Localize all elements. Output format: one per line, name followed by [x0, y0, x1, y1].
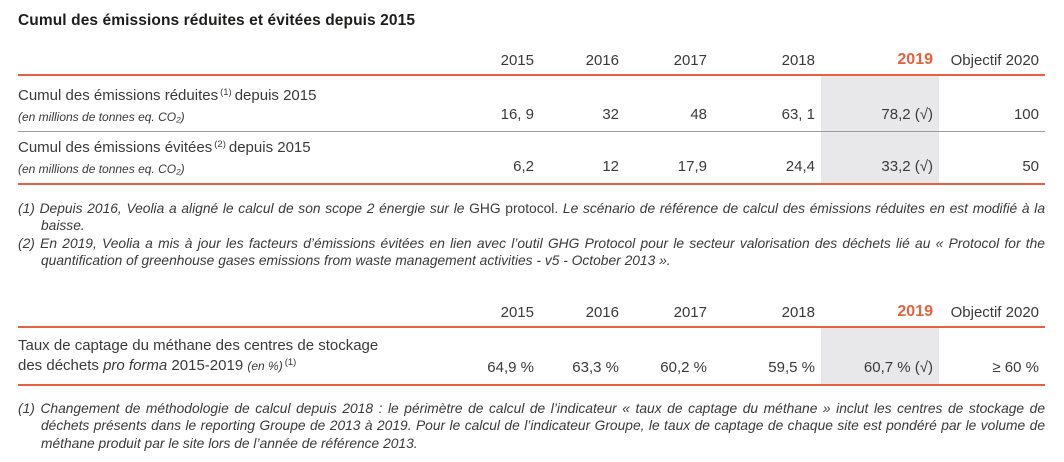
column-header-2016: 2016: [585, 303, 619, 321]
cell-value-2016: 12: [540, 130, 625, 184]
cell-value-2018: 59,5 %: [768, 358, 815, 376]
footnote-methane-1: (1) Changement de méthodologie de calcul…: [18, 400, 1045, 452]
cell-value-2019: 60,7 % (√): [821, 326, 939, 385]
cell-value-2017: 17,9: [625, 130, 713, 184]
cell-value-2018: 24,4: [713, 130, 821, 184]
cell-value-2016: 32: [602, 105, 619, 123]
cell-value-2015: 64,9 %: [487, 358, 534, 376]
footnote-marker: (1): [18, 200, 35, 216]
table-row-emissions-reduites: Cumul des émissions réduites (1) depuis 20…: [18, 75, 1045, 131]
row-label: Cumul des émissions réduites (1) depuis 20…: [18, 86, 317, 104]
footnote-1: (1) Depuis 2016, Veolia a aligné le calc…: [18, 200, 1045, 234]
methane-table: 2015 2016 2017 2018 2019 Objectif 2020 T…: [18, 297, 1045, 386]
table-row-emissions-evitees: Cumul des émissions évitées (2) depuis 201…: [18, 130, 1045, 184]
footnote-ref-1: (1): [284, 356, 297, 368]
header-spacer: [18, 297, 454, 327]
cell-value-2019: 78,2 (√): [821, 75, 939, 131]
row-label-line1: Taux de captage du méthane des centres d…: [18, 336, 379, 354]
cell-value-2016: 63,3 %: [572, 358, 619, 376]
methane-table-header-row: 2015 2016 2017 2018 2019 Objectif 2020: [18, 297, 1045, 327]
footnote-2: (2) En 2019, Veolia a mis à jour les fac…: [18, 235, 1045, 269]
cell-value-2019: 33,2 (√): [821, 130, 939, 184]
page-title: Cumul des émissions réduites et évitées …: [18, 12, 416, 29]
row-sublabel: (en millions de tonnes eq. CO₂): [18, 109, 185, 124]
column-header-2015: 2015: [500, 52, 534, 69]
cell-value-objectif: ≥ 60 %: [992, 358, 1039, 376]
column-header-objectif-2020: Objectif 2020: [950, 52, 1039, 69]
cell-value-2015: 16, 9: [500, 105, 534, 123]
cell-value-objectif: 50: [939, 130, 1045, 184]
column-header-2016: 2016: [585, 52, 619, 69]
footnote-marker: (1): [18, 400, 35, 416]
column-header-2019: 2019: [897, 51, 933, 68]
cell-value-2017: 48: [690, 105, 707, 123]
header-spacer: [18, 45, 454, 75]
cell-value-2015: 6,2: [454, 130, 540, 184]
methane-footnotes: (1) Changement de méthodologie de calcul…: [18, 400, 1045, 453]
row-label-cell: Cumul des émissions évitées (2) depuis 201…: [18, 130, 454, 184]
table-row-taux-captage-methane: Taux de captage du méthane des centres d…: [18, 326, 1045, 385]
emissions-footnotes: (1) Depuis 2016, Veolia a aligné le calc…: [18, 200, 1045, 270]
column-header-2017: 2017: [673, 303, 707, 321]
footnote-ref-1: (1): [220, 86, 232, 98]
column-header-objectif-2020: Objectif 2020: [950, 303, 1039, 321]
footnote-marker: (2): [18, 235, 35, 251]
column-header-2017: 2017: [673, 52, 707, 69]
cell-value-2017: 60,2 %: [660, 358, 707, 376]
row-label-line2: des déchets pro forma 2015-2019 (en %) (1…: [18, 356, 297, 374]
cell-value-2018: 63, 1: [781, 105, 815, 123]
emissions-table-header-row: 2015 2016 2017 2018 2019 Objectif 2020: [18, 45, 1045, 75]
emissions-table: 2015 2016 2017 2018 2019 Objectif 2020 C…: [18, 45, 1045, 185]
cell-value-objectif: 100: [1013, 105, 1039, 123]
column-header-2018: 2018: [781, 303, 815, 321]
row-label: Cumul des émissions évitées (2) depuis 201…: [18, 138, 311, 156]
column-header-2019: 2019: [897, 302, 933, 320]
row-label-cell: Cumul des émissions réduites (1) depuis 20…: [18, 75, 454, 131]
row-label-cell: Taux de captage du méthane des centres d…: [18, 327, 454, 385]
row-sublabel: (en millions de tonnes eq. CO₂): [18, 161, 185, 176]
column-header-2018: 2018: [781, 52, 815, 69]
column-header-2015: 2015: [500, 303, 534, 321]
footnote-ref-2: (2): [214, 138, 226, 150]
